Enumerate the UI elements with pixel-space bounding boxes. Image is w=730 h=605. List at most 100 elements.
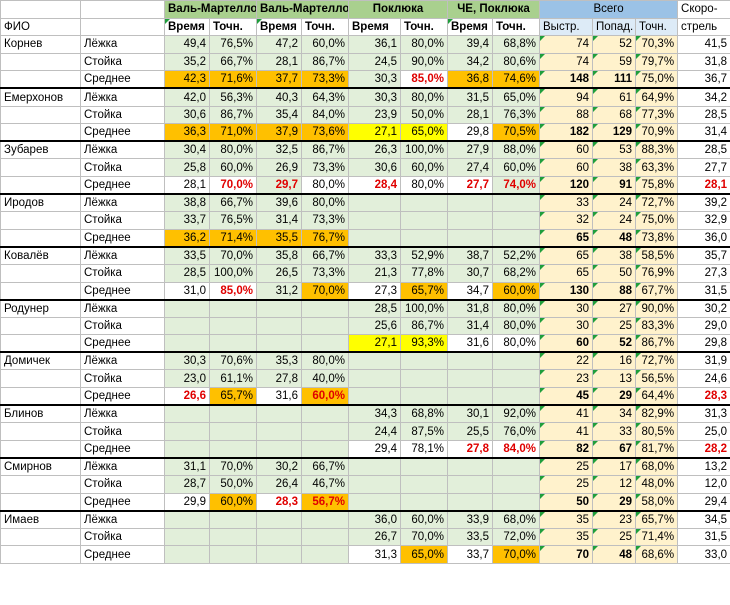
data-cell[interactable]: 64,4% [635, 387, 679, 406]
data-cell[interactable]: 28,3 [677, 387, 730, 406]
data-cell[interactable]: 42,3 [164, 70, 210, 89]
data-cell[interactable]: 31,1 [164, 456, 210, 477]
data-cell[interactable]: 41,5 [677, 35, 730, 54]
data-cell[interactable]: 13,2 [677, 456, 730, 477]
row-label[interactable]: Среднее [80, 175, 165, 195]
data-cell[interactable]: 40,3 [256, 87, 302, 107]
data-cell[interactable] [209, 316, 257, 336]
data-cell[interactable]: 41 [539, 422, 594, 441]
group-header-val-martello-1[interactable]: Валь-Мартелло [164, 0, 257, 19]
sub-header-accuracy-2[interactable]: Точн. [301, 17, 349, 37]
data-cell[interactable]: 29,8 [677, 334, 730, 353]
data-cell[interactable]: 75,8% [635, 175, 679, 195]
data-cell[interactable]: 76,3% [491, 105, 541, 125]
athlete-name-cell[interactable] [0, 334, 81, 353]
data-cell[interactable]: 35,2 [164, 52, 210, 72]
data-cell[interactable]: 66,7% [301, 245, 349, 265]
data-cell[interactable]: 80,0% [491, 298, 541, 318]
data-cell[interactable] [164, 298, 210, 318]
data-cell[interactable] [256, 527, 302, 547]
athlete-name[interactable]: Блинов [0, 404, 81, 424]
data-cell[interactable]: 45 [539, 387, 594, 406]
data-cell[interactable]: 35,3 [256, 351, 302, 371]
data-cell[interactable]: 24,6 [677, 369, 730, 389]
data-cell[interactable]: 80,0% [491, 334, 541, 353]
data-cell[interactable] [164, 509, 210, 529]
data-cell[interactable] [348, 387, 401, 406]
data-cell[interactable] [209, 439, 257, 459]
data-cell[interactable]: 27,4 [447, 158, 493, 177]
sub-header-accuracy-1[interactable]: Точн. [209, 17, 257, 37]
data-cell[interactable] [400, 228, 448, 248]
data-cell[interactable]: 38,8 [164, 193, 210, 213]
data-cell[interactable] [164, 316, 210, 336]
athlete-name-cell[interactable] [0, 123, 81, 142]
row-label[interactable]: Лёжка [80, 509, 165, 529]
data-cell[interactable]: 12 [592, 475, 637, 494]
data-cell[interactable] [348, 193, 401, 213]
data-cell[interactable]: 68,0% [635, 456, 679, 477]
data-cell[interactable]: 80,0% [301, 193, 349, 213]
data-cell[interactable]: 61 [592, 87, 637, 107]
data-cell[interactable]: 28,1 [677, 175, 730, 195]
group-header-pokljuka[interactable]: Поклюка [348, 0, 448, 19]
data-cell[interactable]: 30,1 [447, 404, 493, 424]
data-cell[interactable]: 22 [539, 351, 594, 371]
data-cell[interactable]: 30 [539, 316, 594, 336]
data-cell[interactable]: 50,0% [400, 105, 448, 125]
data-cell[interactable]: 27 [592, 298, 637, 318]
sub-header-time-1[interactable]: Время [164, 17, 210, 37]
data-cell[interactable] [256, 298, 302, 318]
data-cell[interactable]: 129 [592, 123, 637, 142]
data-cell[interactable]: 86,7% [400, 316, 448, 336]
data-cell[interactable]: 68 [592, 105, 637, 125]
data-cell[interactable] [491, 492, 541, 512]
data-cell[interactable]: 86,7% [209, 105, 257, 125]
athlete-name-cell[interactable] [0, 316, 81, 336]
data-cell[interactable]: 47,2 [256, 35, 302, 54]
data-cell[interactable] [447, 387, 493, 406]
athlete-name-cell[interactable] [0, 263, 81, 283]
data-cell[interactable]: 65 [539, 263, 594, 283]
data-cell[interactable]: 36,0 [348, 509, 401, 529]
data-cell[interactable] [301, 334, 349, 353]
row-label[interactable]: Лёжка [80, 87, 165, 107]
data-cell[interactable]: 148 [539, 70, 594, 89]
data-cell[interactable]: 29 [592, 387, 637, 406]
data-cell[interactable]: 64,9% [635, 87, 679, 107]
data-cell[interactable] [301, 316, 349, 336]
data-cell[interactable] [301, 404, 349, 424]
data-cell[interactable]: 31,8 [447, 298, 493, 318]
data-cell[interactable]: 29,0 [677, 316, 730, 336]
data-cell[interactable]: 25,8 [164, 158, 210, 177]
data-cell[interactable]: 70,0% [400, 527, 448, 547]
row-label[interactable]: Среднее [80, 70, 165, 89]
data-cell[interactable]: 30,6 [164, 105, 210, 125]
data-cell[interactable]: 23,9 [348, 105, 401, 125]
data-cell[interactable]: 33,7 [447, 545, 493, 564]
data-cell[interactable]: 80,0% [400, 87, 448, 107]
row-label[interactable]: Среднее [80, 281, 165, 301]
data-cell[interactable] [164, 404, 210, 424]
data-cell[interactable]: 39,6 [256, 193, 302, 213]
data-cell[interactable] [256, 334, 302, 353]
athlete-name-cell[interactable] [0, 387, 81, 406]
data-cell[interactable]: 35,4 [256, 105, 302, 125]
data-cell[interactable]: 31,9 [677, 351, 730, 371]
data-cell[interactable] [348, 228, 401, 248]
data-cell[interactable] [348, 475, 401, 494]
data-cell[interactable]: 28,3 [256, 492, 302, 512]
data-cell[interactable] [301, 298, 349, 318]
data-cell[interactable]: 88 [592, 281, 637, 301]
data-cell[interactable]: 86,7% [301, 140, 349, 160]
data-cell[interactable] [400, 475, 448, 494]
data-cell[interactable]: 28,4 [348, 175, 401, 195]
data-cell[interactable]: 35 [539, 509, 594, 529]
data-cell[interactable]: 35,8 [256, 245, 302, 265]
sub-header-speed-cont[interactable]: стрель [677, 17, 730, 37]
athlete-name[interactable]: Зубарев [0, 140, 81, 160]
data-cell[interactable]: 27,3 [348, 281, 401, 301]
data-cell[interactable] [301, 439, 349, 459]
data-cell[interactable] [164, 545, 210, 564]
data-cell[interactable]: 33,5 [164, 245, 210, 265]
